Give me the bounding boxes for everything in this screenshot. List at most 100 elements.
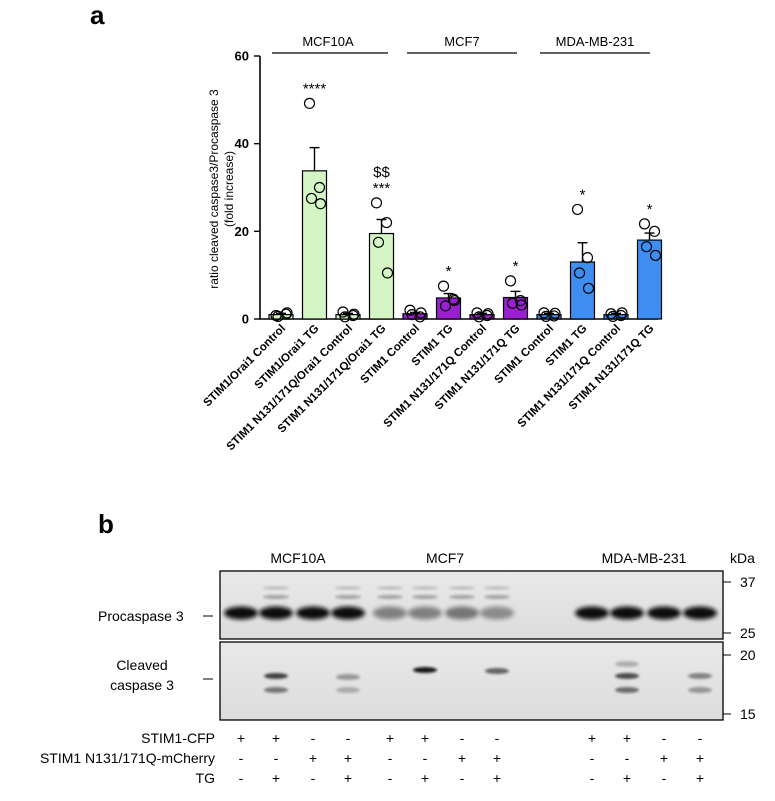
condition-row-label: STIM1-CFP [141, 730, 215, 746]
blot-cleaved [219, 641, 724, 721]
condition-cell: + [458, 750, 466, 766]
significance-label: * [580, 186, 586, 203]
band [615, 661, 639, 667]
significance-marks: *******$$* *** [303, 80, 653, 280]
data-point [573, 267, 586, 279]
condition-table: STIM1-CFP + + - - + + - - + + - - STIM1 N131/171Q-mCh… [40, 730, 704, 786]
data-point [515, 299, 528, 311]
band [263, 595, 289, 599]
data-point [281, 307, 293, 319]
data-point [415, 307, 427, 319]
condition-cell: - [311, 770, 316, 786]
significance-label: * [513, 258, 519, 275]
category-label: STIM1 N131/171Q/Orai1 Control [225, 323, 356, 454]
band [336, 674, 360, 680]
band [445, 606, 479, 620]
data-point [313, 181, 326, 194]
band [224, 606, 258, 620]
band [408, 606, 442, 620]
cleaved-label-line1: Cleaved [116, 657, 167, 673]
band [296, 606, 330, 620]
data-point [337, 306, 349, 318]
band [484, 586, 510, 590]
band [331, 606, 365, 620]
band [264, 673, 288, 679]
band [335, 595, 361, 599]
condition-cell: - [625, 750, 630, 766]
significance-label: * [647, 201, 653, 218]
mw-markers: 37 25 20 15 [723, 574, 756, 722]
y-tick-label: 20 [235, 224, 249, 239]
group-label-mcf7: MCF7 [444, 34, 479, 49]
kda-header: kDa [730, 550, 755, 566]
data-point [506, 297, 519, 309]
cell-line-mda-mb-231: MDA-MB-231 [602, 550, 687, 566]
condition-cell: + [421, 730, 429, 746]
data-point [406, 309, 418, 321]
data-point [638, 218, 651, 230]
data-point [649, 249, 662, 262]
condition-cell: - [311, 730, 316, 746]
data-point [305, 192, 318, 205]
data-point [571, 203, 584, 216]
band [449, 586, 475, 590]
blot-procaspase [219, 570, 724, 640]
bar [636, 239, 663, 320]
y-tick-label: 40 [235, 136, 249, 151]
condition-cell: + [623, 730, 631, 746]
blot-bands [224, 586, 717, 693]
data-point [504, 275, 517, 287]
data-point [448, 294, 461, 307]
band [259, 606, 293, 620]
group-label-mcf10a: MCF10A [302, 34, 354, 49]
condition-cell: + [588, 730, 596, 746]
cell-line-mcf10a: MCF10A [270, 550, 326, 566]
band [377, 595, 403, 599]
condition-cell: - [662, 730, 667, 746]
band [373, 606, 407, 620]
marker-20: 20 [740, 647, 756, 663]
group-headers: MCF10A MCF7 MDA-MB-231 [272, 34, 650, 54]
band [610, 606, 644, 620]
data-point [348, 308, 360, 320]
procaspase-label: Procaspase 3 [98, 608, 184, 624]
data-point [481, 309, 493, 322]
panel-b-letter: b [98, 509, 114, 539]
band [335, 586, 361, 590]
band [647, 606, 681, 620]
condition-cell: - [388, 750, 393, 766]
marker-15: 15 [740, 706, 756, 722]
bar [569, 261, 596, 320]
condition-cell: - [239, 770, 244, 786]
y-tick-label: 60 [235, 49, 249, 64]
data-point [514, 294, 527, 307]
marker-37: 37 [740, 574, 756, 590]
band [264, 687, 288, 693]
condition-cell: + [493, 770, 501, 786]
band [683, 606, 717, 620]
condition-cell: - [388, 770, 393, 786]
band [688, 687, 712, 693]
band [412, 586, 438, 590]
data-point [372, 236, 385, 248]
band [575, 606, 609, 620]
condition-cell: + [421, 770, 429, 786]
condition-cell: - [460, 770, 465, 786]
data-point [347, 309, 359, 322]
band [412, 595, 438, 599]
category-label: STIM1 Control [493, 323, 557, 387]
condition-cell: + [344, 750, 352, 766]
condition-cell: + [660, 750, 668, 766]
condition-cell: - [590, 750, 595, 766]
significance-label: *** [373, 180, 391, 197]
band [484, 595, 510, 599]
y-tick-label: 0 [242, 312, 249, 327]
data-point [414, 311, 426, 323]
band [449, 595, 475, 599]
condition-cell: - [346, 730, 351, 746]
data-point [582, 282, 595, 294]
condition-cell: + [237, 730, 245, 746]
data-point [280, 308, 292, 320]
data-point [549, 307, 561, 319]
